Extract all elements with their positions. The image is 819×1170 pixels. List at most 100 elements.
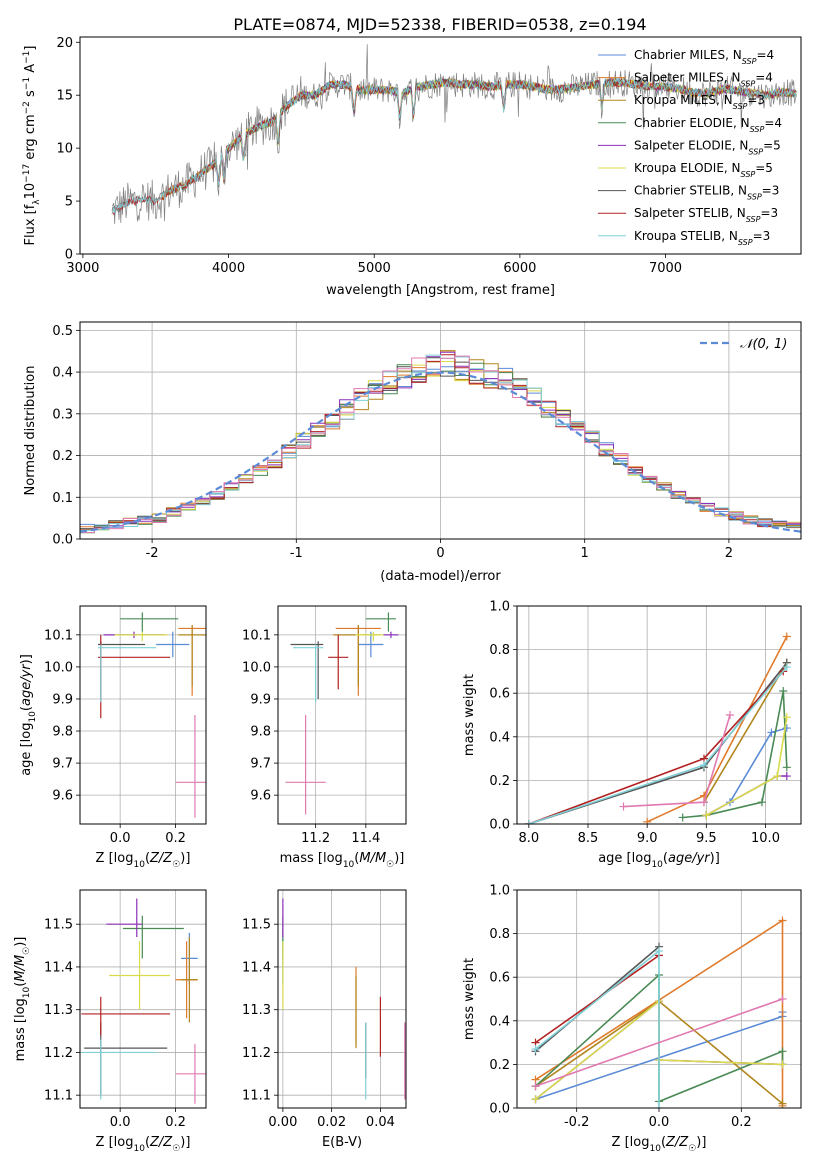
x-tick-label: 0 xyxy=(436,546,444,561)
y-tick-label: 9.8 xyxy=(52,725,73,740)
legend-label-count: =5 xyxy=(763,138,781,152)
x-axis-label-part: ☉ xyxy=(386,860,394,870)
x-tick-label: 11.2 xyxy=(301,831,330,846)
axes-frame xyxy=(516,889,802,1109)
x-tick-label: 0.02 xyxy=(317,1115,346,1130)
plot-area xyxy=(98,612,206,818)
residuals-panel: -2 -1 0 1 2 0.0 0.1 0.2 0.3 0.4 0.5 𝒩(0, 1) (data-mo… xyxy=(23,321,802,584)
x-axis-label-part: Z [log xyxy=(96,851,134,866)
error-bar-point-9 xyxy=(175,715,206,818)
legend-label-text: Kroupa MILES, N xyxy=(634,93,733,107)
axes-frame xyxy=(516,605,802,825)
legend-label-text: Salpeter STELIB, N xyxy=(634,206,746,220)
mass-weight-point xyxy=(782,713,791,722)
error-bar-point-6 xyxy=(98,641,146,699)
mass-weight-line-9 xyxy=(535,998,783,1087)
x-tick-label: 9.5 xyxy=(696,831,717,846)
plot-area xyxy=(282,898,406,1100)
mass-weight-point xyxy=(757,798,766,807)
grid-lines xyxy=(278,606,406,824)
y-tick-label: 11.1 xyxy=(44,1089,73,1104)
mass-weight-line-8 xyxy=(528,666,788,824)
spectrum-panel: 3000 4000 5000 6000 7000 0 5 10 15 20 Chabrier MIL… xyxy=(22,36,802,298)
x-axis-label: mass [log10(M/M☉)] xyxy=(280,851,405,870)
mass-weight-point xyxy=(778,1099,787,1108)
plot-area xyxy=(111,44,797,225)
error-bar-point-6 xyxy=(290,641,324,699)
x-axis-label-part: 10 xyxy=(133,860,145,870)
mass-weight-point xyxy=(778,1047,787,1056)
mass-weight-point xyxy=(531,1045,540,1054)
grid-lines xyxy=(517,605,801,825)
mass-weight-point xyxy=(726,711,734,719)
error-bar-point-3 xyxy=(122,915,184,959)
plot-area xyxy=(531,916,787,1108)
error-bar-point-4 xyxy=(106,898,143,938)
y-tick-label: 11.2 xyxy=(44,1046,73,1061)
mass-weight-point xyxy=(773,772,782,781)
legend-label-text: Salpeter ELODIE, N xyxy=(634,138,748,152)
error-bar-point-7 xyxy=(328,634,349,690)
y-axis-label-part: age/yr xyxy=(19,663,34,706)
x-axis-label-part: Z/Z xyxy=(149,1135,173,1150)
plot-area xyxy=(285,612,399,815)
mass-weight-point xyxy=(778,1060,787,1069)
legend-entry-label: Salpeter MILES, NSSP=4 xyxy=(634,71,773,89)
y-axis-label-part: s xyxy=(23,90,38,101)
y-axis-label-part: mass [log xyxy=(13,998,28,1061)
mass-weight-point xyxy=(699,761,708,770)
figure-title: PLATE=0874, MJD=52338, FIBERID=0538, z=0… xyxy=(233,15,646,34)
y-tick-label: 11.3 xyxy=(44,1003,73,1018)
mass-weight-line-7 xyxy=(528,670,784,824)
y-tick-label: 0.0 xyxy=(489,1102,510,1117)
mass-weight-point xyxy=(524,820,533,824)
y-axis-label-part: −1 xyxy=(22,77,32,90)
x-tick-label: 8.0 xyxy=(518,831,539,846)
age-vs-metallicity-panel: 0.0 0.29.69.79.89.910.010.1Z [log10(Z/Z☉)… xyxy=(19,605,207,870)
mass-weight-point xyxy=(531,1095,540,1104)
y-axis-label-part: M/M xyxy=(13,955,28,982)
x-tick-label: 0.00 xyxy=(268,1115,297,1130)
legend-label-count: =3 xyxy=(753,229,771,243)
y-axis-label-part: −17 xyxy=(22,164,32,183)
error-bar-point-4 xyxy=(383,631,399,639)
y-tick-label: 5 xyxy=(65,195,73,210)
error-bar-point-8 xyxy=(81,1039,157,1100)
error-bar-point-5 xyxy=(355,631,384,642)
legend-entry-label: Salpeter STELIB, NSSP=3 xyxy=(634,206,778,224)
x-axis-label-part: Z/Z xyxy=(665,1135,689,1150)
normal-distribution-curve xyxy=(80,371,801,533)
y-axis-label-part: ☉ xyxy=(22,947,32,955)
mass-weight-point xyxy=(643,817,652,824)
legend-label-sub: SSP xyxy=(748,147,763,156)
grid-lines xyxy=(80,606,206,824)
y-tick-label: 10 xyxy=(56,142,73,157)
axes-frame xyxy=(79,36,802,255)
error-bar-point-6 xyxy=(84,1022,168,1096)
error-bar-point-5 xyxy=(109,941,170,1010)
y-tick-label: 10.0 xyxy=(242,660,271,675)
mass-weight-point xyxy=(699,798,708,807)
error-bar-point-0 xyxy=(156,631,190,658)
y-axis-label: mass [log10(M/M☉)] xyxy=(13,937,32,1062)
legend-label-text: Chabrier MILES, N xyxy=(634,48,742,62)
y-axis-label-part: λ xyxy=(32,199,42,205)
legend-label-sub: SSP xyxy=(741,79,756,88)
y-tick-label: 0.0 xyxy=(489,818,510,833)
y-tick-label: 11.4 xyxy=(242,960,271,975)
legend-label-sub: SSP xyxy=(742,57,757,66)
mass-weight-point xyxy=(782,663,791,672)
y-axis-label-part: 10 xyxy=(22,986,32,998)
x-axis-label: age [log10(age/yr)] xyxy=(598,851,720,870)
x-axis-label-part: )] xyxy=(696,1135,706,1150)
x-axis-label: Z [log10(Z/Z☉)] xyxy=(96,1135,191,1154)
legend-label-sub: SSP xyxy=(733,102,748,111)
x-tick-label: 3000 xyxy=(66,261,99,276)
legend-label-count: =4 xyxy=(756,48,774,62)
x-tick-label: 0.04 xyxy=(366,1115,395,1130)
y-axis-label-part: )] xyxy=(13,937,28,947)
x-axis-label-part: ( xyxy=(663,851,668,866)
x-axis-label: Z [log10(Z/Z☉)] xyxy=(612,1135,707,1154)
y-tick-label: 0.0 xyxy=(52,533,73,548)
